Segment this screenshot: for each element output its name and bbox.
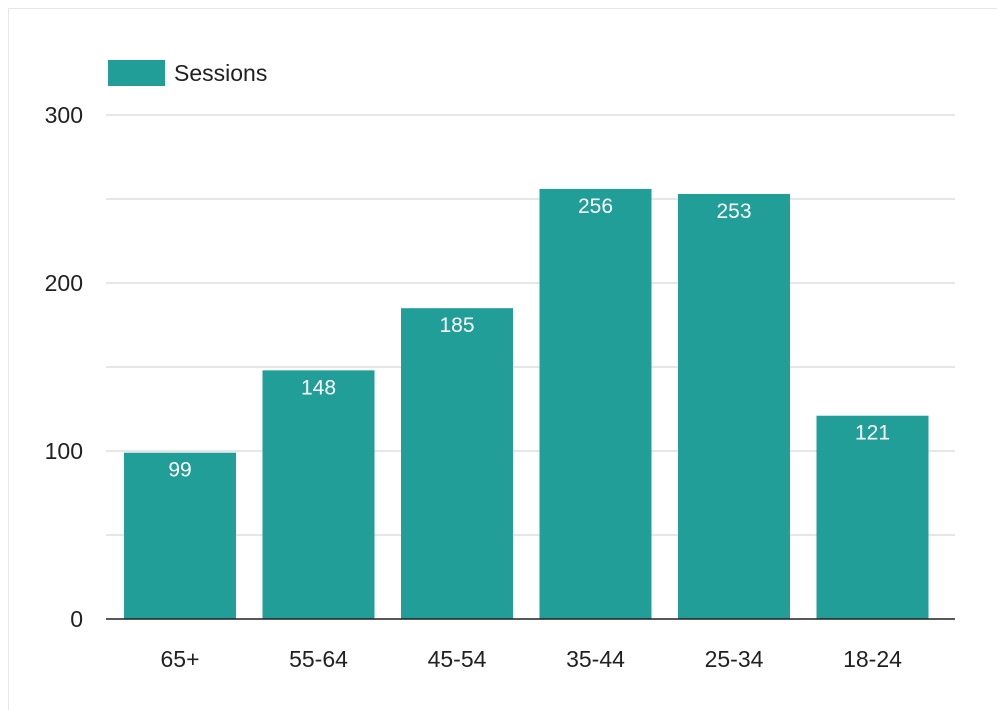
- bar-value-label: 256: [578, 195, 613, 218]
- legend-swatch-sessions: [108, 60, 165, 86]
- bar-labels: 99 148 185 256 253 121: [168, 195, 890, 482]
- bar-value-label: 121: [855, 422, 890, 445]
- bar-65+: [124, 452, 236, 619]
- x-tick-label: 18-24: [843, 646, 902, 672]
- bar-value-label: 253: [716, 200, 751, 223]
- bar-value-label: 185: [439, 314, 474, 337]
- bar-25-34: [678, 193, 790, 619]
- gridlines: [106, 114, 955, 536]
- y-tick-label: 200: [45, 270, 83, 296]
- y-tick-label: 0: [70, 606, 83, 632]
- bar-45-54: [401, 308, 513, 619]
- x-tick-label: 35-44: [566, 646, 625, 672]
- legend: Sessions: [108, 60, 267, 86]
- bar-value-label: 148: [301, 376, 336, 399]
- bar-35-44: [539, 188, 652, 620]
- y-tick-label: 100: [45, 438, 83, 464]
- x-tick-label: 55-64: [289, 646, 348, 672]
- bar-18-24: [816, 415, 929, 619]
- legend-label-sessions: Sessions: [174, 60, 267, 86]
- x-tick-label: 45-54: [428, 646, 487, 672]
- bars: [124, 188, 929, 620]
- y-tick-labels: 0 100 200 300: [45, 102, 83, 632]
- bar-value-label: 99: [168, 459, 191, 482]
- x-tick-label: 25-34: [705, 646, 764, 672]
- bar-55-64: [262, 370, 375, 619]
- x-tick-labels: 65+ 55-64 45-54 35-44 25-34 18-24: [160, 646, 902, 672]
- x-tick-label: 65+: [160, 646, 199, 672]
- y-tick-label: 300: [45, 102, 83, 128]
